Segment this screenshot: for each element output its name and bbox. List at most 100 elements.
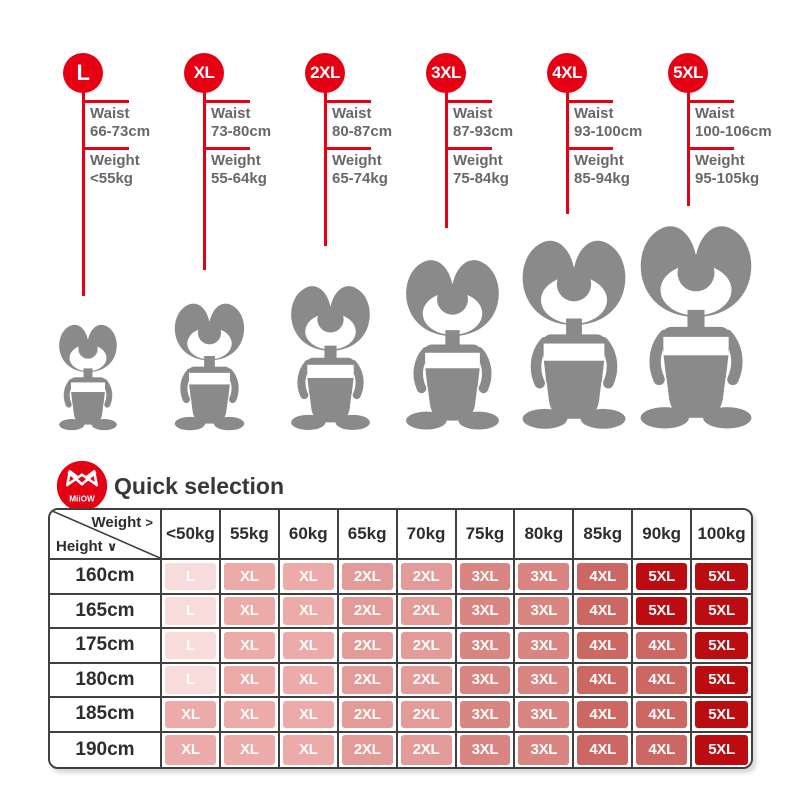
waist-measure: Waist 66-73cm — [90, 105, 150, 141]
waist-value: 66-73cm — [90, 123, 151, 140]
size-cell: 3XL — [515, 629, 575, 664]
size-chip: XL — [223, 562, 275, 590]
size-chip: 3XL — [459, 562, 511, 590]
size-cell: 4XL — [574, 698, 634, 733]
size-chip: 2XL — [341, 631, 393, 659]
weight-label: Weight — [574, 152, 624, 169]
size-chip: XL — [165, 735, 216, 765]
size-badge: 4XL — [547, 53, 587, 93]
size-chip: 4XL — [577, 700, 629, 728]
size-cell: XL — [279, 560, 339, 595]
size-badge: XL — [184, 53, 224, 93]
size-chip: L — [165, 562, 216, 590]
size-cell: 2XL — [397, 663, 457, 698]
size-chip: 2XL — [400, 735, 452, 765]
weight-column-header: 70kg — [397, 510, 457, 560]
size-cell: 4XL — [633, 629, 693, 664]
size-chip: 5XL — [695, 700, 748, 728]
waist-label: Waist — [90, 105, 130, 122]
weight-column-header: 80kg — [515, 510, 575, 560]
size-chip: 3XL — [459, 700, 511, 728]
height-row-label: 180cm — [50, 663, 162, 698]
size-chip: 4XL — [636, 631, 688, 659]
size-cell: 2XL — [338, 629, 398, 664]
height-row-label: 175cm — [50, 629, 162, 664]
size-chip: 5XL — [636, 562, 688, 590]
waist-value: 100-106cm — [695, 123, 772, 140]
size-cell: 3XL — [515, 663, 575, 698]
size-chip: 2XL — [341, 562, 393, 590]
size-chip: 5XL — [695, 562, 748, 590]
corner-weight-label: Weight > — [91, 514, 153, 531]
weight-tick — [325, 147, 371, 150]
size-cell: XL — [279, 732, 339, 767]
size-cell: 4XL — [574, 560, 634, 595]
size-chip: 5XL — [695, 666, 748, 694]
size-chip: 3XL — [518, 700, 570, 728]
size-chip: 5XL — [636, 597, 688, 625]
size-cell: 2XL — [338, 698, 398, 733]
size-chip: XL — [282, 631, 334, 659]
waist-measure: Waist 73-80cm — [211, 105, 271, 141]
size-cell: XL — [279, 629, 339, 664]
size-cell: 5XL — [692, 594, 751, 629]
size-cell: XL — [220, 629, 280, 664]
cat-face-icon — [65, 469, 99, 487]
size-cell: XL — [220, 698, 280, 733]
size-cell: 3XL — [456, 629, 516, 664]
size-chip: 3XL — [518, 562, 570, 590]
size-cell: 2XL — [338, 732, 398, 767]
size-chip: 3XL — [459, 735, 511, 765]
mascot-figure — [625, 219, 767, 432]
weight-value: 65-74kg — [332, 170, 388, 187]
size-pointer-line — [565, 91, 569, 214]
size-cell: 4XL — [633, 663, 693, 698]
size-cell: 2XL — [397, 629, 457, 664]
waist-tick — [83, 100, 129, 103]
size-badge: 3XL — [426, 53, 466, 93]
waist-label: Waist — [695, 105, 735, 122]
size-chip: 4XL — [636, 700, 688, 728]
waist-label: Waist — [332, 105, 372, 122]
size-cell: 3XL — [456, 560, 516, 595]
size-cell: XL — [220, 594, 280, 629]
size-chip: L — [165, 597, 216, 625]
waist-tick — [567, 100, 613, 103]
waist-tick — [204, 100, 250, 103]
size-cell: 5XL — [692, 663, 751, 698]
size-chip: 3XL — [518, 631, 570, 659]
size-chip: 3XL — [518, 666, 570, 694]
size-chip: XL — [282, 735, 334, 765]
size-chip: 4XL — [577, 735, 629, 765]
size-chip: 3XL — [459, 631, 511, 659]
weight-label: Weight — [90, 152, 140, 169]
size-cell: 5XL — [692, 629, 751, 664]
weight-value: <55kg — [90, 170, 133, 187]
size-pointer-line — [81, 91, 85, 296]
size-cell: 2XL — [338, 594, 398, 629]
down-arrow-icon: ∨ — [106, 539, 118, 554]
size-chip: 2XL — [341, 666, 393, 694]
size-cell: 3XL — [515, 560, 575, 595]
size-chip: XL — [223, 700, 275, 728]
height-row-label: 165cm — [50, 594, 162, 629]
weight-label: Weight — [211, 152, 261, 169]
size-cell: 5XL — [692, 560, 751, 595]
size-badge: 2XL — [305, 53, 345, 93]
weight-measure: Weight <55kg — [90, 152, 140, 188]
size-cell: L — [162, 594, 221, 629]
waist-tick — [446, 100, 492, 103]
weight-value: 75-84kg — [453, 170, 509, 187]
size-cell: 4XL — [574, 663, 634, 698]
brand-logo: MiiOW — [56, 460, 108, 512]
size-chip: 3XL — [459, 666, 511, 694]
size-chip: 5XL — [695, 631, 748, 659]
size-chip: L — [165, 631, 216, 659]
size-chip: 4XL — [577, 562, 629, 590]
size-cell: 4XL — [574, 732, 634, 767]
size-cell: 3XL — [515, 732, 575, 767]
size-cell: L — [162, 663, 221, 698]
waist-measure: Waist 100-106cm — [695, 105, 772, 141]
weight-measure: Weight 65-74kg — [332, 152, 388, 188]
waist-measure: Waist 93-100cm — [574, 105, 642, 141]
